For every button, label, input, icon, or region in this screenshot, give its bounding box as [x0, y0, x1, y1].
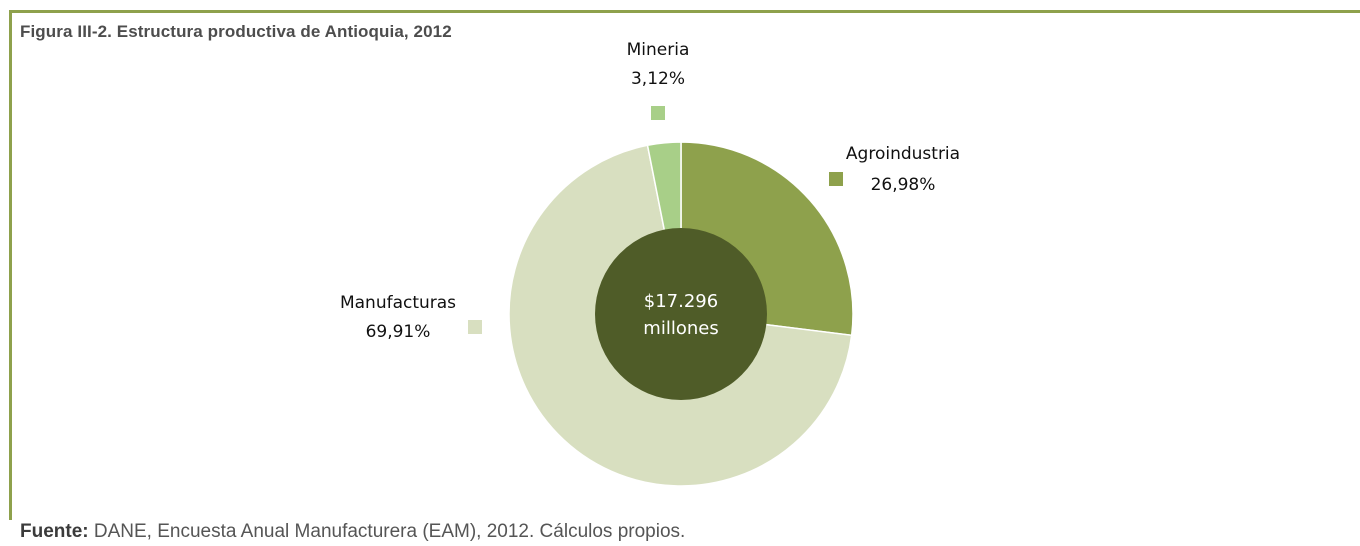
source-text: DANE, Encuesta Anual Manufacturera (EAM)… [88, 521, 686, 542]
slice-label-mineria: Mineria [627, 40, 690, 60]
legend-marker-manufacturas [468, 320, 482, 334]
slice-value-agroindustria: 26,98% [871, 175, 936, 195]
legend-marker-mineria [651, 106, 665, 120]
labels-group: Agroindustria 26,98% Manufacturas 69,91% Min… [340, 40, 960, 342]
slice-value-mineria: 3,12% [631, 69, 685, 89]
figure-title: Figura III-2. Estructura productiva de A… [20, 22, 452, 41]
center-disc [595, 228, 767, 400]
source-note: Fuente: DANE, Encuesta Anual Manufacture… [20, 521, 685, 543]
center-total-unit: millones [643, 318, 718, 339]
legend-marker-agroindustria [829, 172, 843, 186]
slice-value-manufacturas: 69,91% [366, 322, 431, 342]
source-prefix: Fuente: [20, 521, 89, 542]
center-total-value: $17.296 [644, 291, 718, 312]
slice-label-manufacturas: Manufacturas [340, 293, 456, 313]
slice-label-agroindustria: Agroindustria [846, 144, 960, 164]
